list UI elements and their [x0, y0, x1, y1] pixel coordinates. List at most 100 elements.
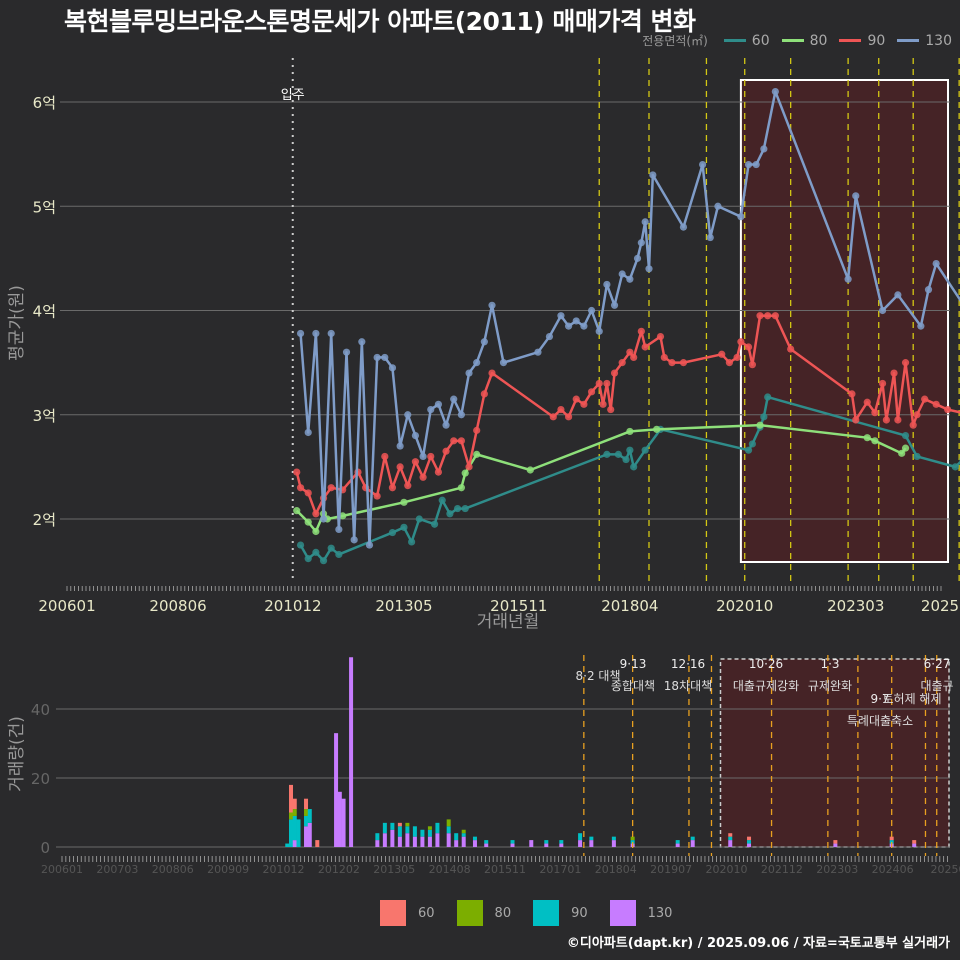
policy-name-label: 18차대책 — [664, 678, 712, 693]
x-tick-label: 20250 — [931, 863, 960, 876]
legend-title: 전용면적(㎡) — [642, 34, 708, 48]
volume-bar — [544, 840, 549, 844]
policy-date-label: 9·13 — [620, 657, 647, 671]
y-tick-label: 6억 — [33, 94, 56, 112]
data-point — [894, 291, 902, 299]
volume-bar — [690, 840, 695, 847]
data-point — [415, 515, 423, 523]
volume-bar — [889, 836, 894, 841]
x-tick-label: 202010 — [706, 863, 748, 876]
volume-bar — [472, 836, 477, 841]
x-tick-label: 2025 — [921, 597, 959, 615]
data-point — [296, 484, 305, 492]
volume-bar — [390, 829, 395, 847]
data-point — [924, 286, 933, 294]
data-point — [626, 275, 634, 283]
data-point — [400, 498, 408, 506]
data-point — [461, 504, 469, 513]
x-tick-label: 201305 — [375, 597, 432, 615]
data-point — [844, 275, 852, 283]
x-tick-label: 201511 — [484, 863, 526, 876]
policy-name-label: 8·2 대책 — [576, 668, 621, 683]
x-tick-label: 201804 — [601, 597, 658, 615]
x-tick-label: 202010 — [716, 597, 773, 615]
data-point — [480, 390, 488, 398]
data-point — [319, 515, 328, 523]
x-tick-label: 201701 — [539, 863, 581, 876]
x-tick-label: 201202 — [318, 863, 360, 876]
data-point — [901, 432, 910, 440]
data-point — [358, 338, 366, 346]
volume-bar — [427, 826, 432, 830]
volume-bar — [435, 833, 440, 847]
data-point — [901, 359, 910, 367]
data-point — [296, 541, 305, 549]
data-point — [549, 413, 557, 421]
data-point — [848, 390, 856, 398]
volume-bar — [611, 840, 616, 847]
legend-item-90: 90 — [839, 33, 885, 49]
volume-bar — [375, 840, 380, 847]
data-point — [587, 388, 596, 396]
data-point — [388, 528, 397, 537]
x-tick-label: 202406 — [872, 863, 914, 876]
data-point — [760, 145, 768, 153]
volume-bar — [382, 833, 387, 847]
volume-bar — [484, 840, 489, 844]
data-point — [622, 455, 630, 464]
volume-bar — [292, 809, 297, 816]
volume-bar — [375, 833, 380, 841]
volume-bar — [630, 836, 635, 841]
volume-bar — [912, 843, 917, 847]
data-point — [649, 171, 657, 179]
data-point — [480, 338, 488, 346]
volume-bar — [304, 798, 309, 810]
volume-bar — [454, 833, 459, 841]
volume-bar — [589, 840, 594, 847]
data-point — [312, 329, 320, 338]
data-point — [499, 359, 508, 367]
data-point — [365, 541, 374, 549]
data-point — [603, 450, 611, 458]
volume-bar — [833, 843, 838, 847]
volume-bar — [578, 840, 583, 847]
volume-bar — [315, 840, 320, 847]
volume-bar — [304, 809, 309, 816]
volume-bar — [435, 822, 440, 834]
legend-bottom-item-60: 60 — [380, 900, 435, 926]
data-point — [526, 466, 534, 474]
volume-bar — [446, 833, 451, 847]
data-point — [871, 437, 879, 445]
data-point — [618, 270, 626, 278]
data-point — [465, 463, 473, 471]
x-tick-label: 201408 — [429, 863, 471, 876]
data-point — [457, 411, 465, 419]
data-point — [572, 317, 580, 325]
volume-bar — [405, 833, 410, 847]
data-point — [641, 218, 649, 226]
x-tick-label: 202303 — [816, 863, 858, 876]
x-tick-label: 200806 — [152, 863, 194, 876]
data-point — [737, 338, 745, 346]
color-swatch-icon — [609, 900, 636, 926]
volume-bar — [427, 829, 432, 837]
data-point — [396, 442, 404, 450]
data-point — [411, 432, 420, 440]
legend-bottom-item-90: 90 — [533, 900, 588, 926]
data-point — [901, 444, 910, 452]
data-point — [442, 421, 450, 429]
data-point — [342, 348, 351, 356]
policy-date-label: 10·26 — [749, 657, 783, 671]
x-axis-title: 거래년월 — [477, 612, 540, 632]
data-point — [756, 421, 764, 429]
data-point — [438, 496, 446, 504]
move-in-label: 입주 — [281, 88, 305, 103]
volume-bar — [427, 836, 432, 847]
volume-bar — [390, 822, 395, 830]
volume-bar — [589, 836, 594, 841]
legend-bottom-item-130: 130 — [609, 900, 672, 926]
volume-bar — [341, 798, 346, 847]
highlight-region-lower — [719, 658, 950, 848]
y-axis-title: 거래량(건) — [7, 716, 27, 792]
data-point — [450, 437, 458, 445]
